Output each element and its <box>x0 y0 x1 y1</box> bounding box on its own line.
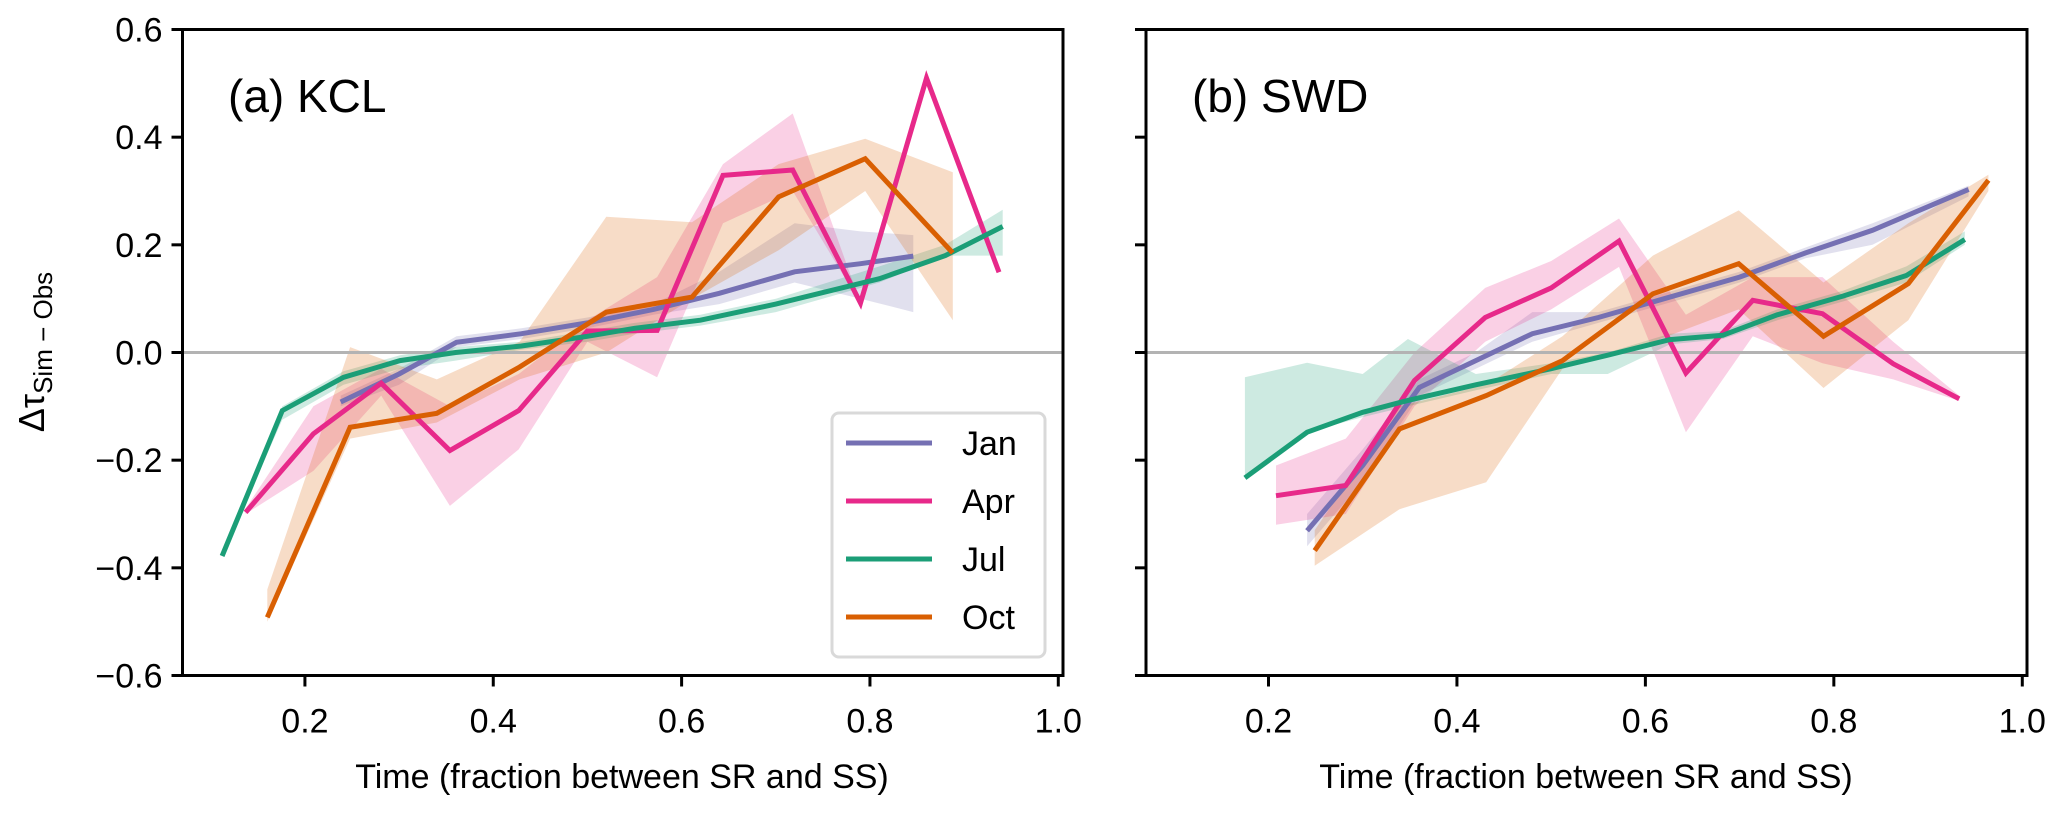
y-axis-ticks <box>1135 28 1146 677</box>
panel-title: (a) KCL <box>228 70 386 122</box>
x-tick-label: 0.2 <box>1245 703 1292 741</box>
y-axis-ticks: −0.6 −0.4 −0.2 0.0 0.2 0.4 0.6 <box>95 12 183 696</box>
panel-title: (b) SWD <box>1192 70 1368 122</box>
y-tick-label: −0.2 <box>95 442 162 480</box>
legend-label-oct: Oct <box>962 599 1015 637</box>
x-axis-ticks: 0.2 0.4 0.6 0.8 1.0 <box>281 675 1082 741</box>
band-apr <box>245 78 1000 514</box>
legend-label-jul: Jul <box>962 541 1005 579</box>
y-tick-label: −0.4 <box>95 550 162 588</box>
line-jan <box>1305 187 1970 533</box>
x-tick-label: 0.6 <box>658 703 705 741</box>
series-lines <box>1243 178 1991 553</box>
legend-box <box>830 411 1047 659</box>
band-apr <box>1276 218 1960 525</box>
legend-label-apr: Apr <box>962 483 1015 521</box>
y-tick-label: 0.2 <box>115 227 162 265</box>
x-tick-label: 1.0 <box>1035 703 1082 741</box>
y-axis-label: ΔτSim − Obs <box>11 272 58 432</box>
x-tick-label: 0.6 <box>1622 703 1669 741</box>
legend-entry-apr: Apr <box>846 483 1015 521</box>
y-tick-label: 0.0 <box>115 335 162 373</box>
line-apr <box>1275 237 1961 499</box>
panel-swd: 0.2 0.4 0.6 0.8 1.0 (b) SWD Time (fraction b… <box>1135 28 2046 796</box>
line-jul <box>1243 237 1967 480</box>
legend-entry-jan: Jan <box>846 425 1017 463</box>
x-tick-label: 0.8 <box>846 703 893 741</box>
series-lines <box>219 70 1004 619</box>
panel-kcl: 0.2 0.4 0.6 0.8 1.0 −0.6 −0.4 −0.2 0.0 0.2 0.4 0.6… <box>11 12 1082 797</box>
legend-label-jan: Jan <box>962 425 1017 463</box>
uncertainty-bands <box>1244 174 1989 566</box>
band-oct <box>1314 174 1989 566</box>
x-tick-label: 0.8 <box>1810 703 1857 741</box>
y-tick-label: −0.6 <box>95 658 162 696</box>
line-oct <box>265 155 955 619</box>
x-tick-label: 1.0 <box>1999 703 2046 741</box>
legend: Jan Apr Jul Oct <box>830 411 1047 659</box>
x-axis-label: Time (fraction between SR and SS) <box>1319 758 1853 796</box>
y-tick-label: 0.6 <box>115 12 162 50</box>
x-tick-label: 0.2 <box>281 703 328 741</box>
legend-entry-oct: Oct <box>846 599 1015 637</box>
legend-entry-jul: Jul <box>846 541 1005 579</box>
x-tick-label: 0.4 <box>1433 703 1480 741</box>
line-oct <box>1312 178 1991 553</box>
x-tick-label: 0.4 <box>470 703 517 741</box>
y-axis-label-main: Δτ <box>11 394 52 432</box>
y-axis-label-subscript: Sim − Obs <box>28 272 58 394</box>
band-jan <box>1307 185 1969 547</box>
x-axis-label: Time (fraction between SR and SS) <box>355 758 889 796</box>
x-axis-ticks: 0.2 0.4 0.6 0.8 1.0 <box>1245 675 2046 741</box>
band-oct <box>267 138 953 622</box>
y-tick-label: 0.4 <box>115 119 162 157</box>
line-jul <box>219 224 1004 557</box>
